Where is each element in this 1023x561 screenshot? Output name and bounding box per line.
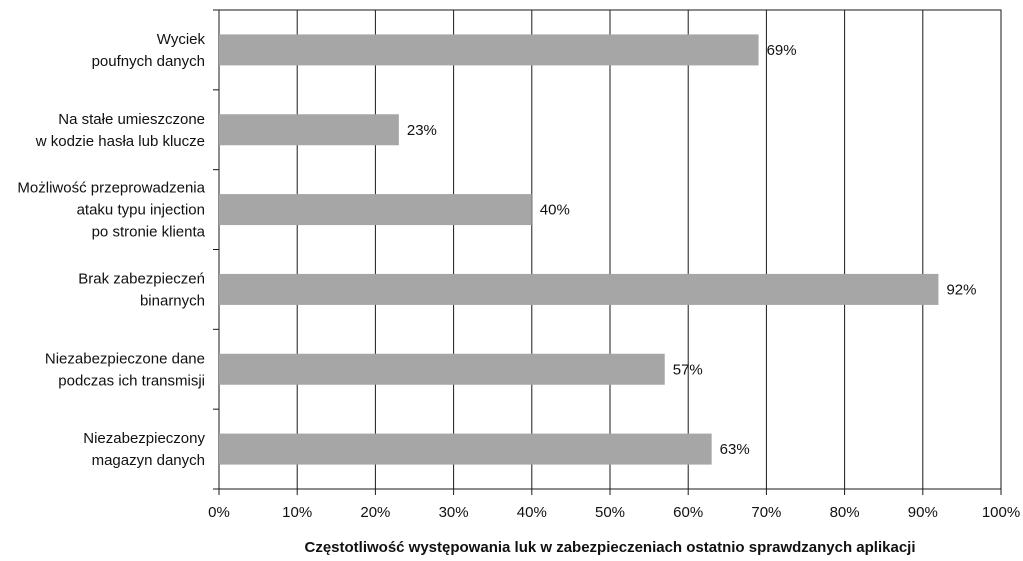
category-label: Wyciek poufnych danych — [92, 31, 206, 70]
category-label: Niezabezpieczony magazyn danych — [83, 430, 205, 469]
category-label: Możliwość przeprowadzenia ataku typu inje… — [17, 180, 205, 241]
data-label: 63% — [720, 441, 750, 458]
x-tick-label: 30% — [439, 504, 469, 521]
x-tick-label: 50% — [595, 504, 625, 521]
axes — [213, 10, 1001, 495]
bars — [219, 34, 938, 464]
bar — [219, 434, 712, 465]
category-label-line: magazyn danych — [92, 452, 205, 469]
x-tick-label: 60% — [673, 504, 703, 521]
x-tick-label: 100% — [982, 504, 1020, 521]
category-label-line: Niezabezpieczone dane — [45, 350, 205, 367]
x-tick-label: 0% — [208, 504, 230, 521]
category-label-line: Niezabezpieczony — [83, 430, 205, 447]
x-tick-label: 90% — [908, 504, 938, 521]
x-tick-label: 10% — [282, 504, 312, 521]
data-label: 40% — [540, 202, 570, 219]
category-label-line: binarnych — [140, 292, 205, 309]
bar — [219, 114, 399, 145]
bar — [219, 354, 665, 385]
grid-lines — [219, 10, 1001, 489]
data-label: 69% — [767, 42, 797, 59]
x-tick-label: 40% — [517, 504, 547, 521]
x-tick-label: 20% — [360, 504, 390, 521]
category-label-line: ataku typu injection — [77, 202, 205, 219]
category-label-line: Brak zabezpieczeń — [78, 270, 205, 287]
category-label-line: Wyciek — [157, 31, 206, 48]
category-label-line: w kodzie hasła lub klucze — [35, 133, 205, 150]
category-label-line: Na stałe umieszczone — [58, 111, 205, 128]
category-label: Niezabezpieczone dane podczas ich transmi… — [45, 350, 205, 389]
category-label-line: poufnych danych — [92, 53, 205, 70]
bar — [219, 274, 938, 305]
data-label: 57% — [673, 361, 703, 378]
data-label: 92% — [946, 281, 976, 298]
category-label-line: po stronie klienta — [92, 224, 206, 241]
category-label: Na stałe umieszczone w kodzie hasła lub k… — [35, 111, 205, 150]
category-label-line: podczas ich transmisji — [58, 372, 205, 389]
category-label: Brak zabezpieczeń binarnych — [78, 270, 205, 309]
category-label-line: Możliwość przeprowadzenia — [17, 180, 205, 197]
x-tick-label: 70% — [751, 504, 781, 521]
x-axis-title: Częstotliwość występowania luk w zabezpi… — [304, 539, 915, 556]
data-label: 23% — [407, 122, 437, 139]
bar — [219, 194, 532, 225]
x-tick-label: 80% — [830, 504, 860, 521]
bar — [219, 34, 759, 65]
